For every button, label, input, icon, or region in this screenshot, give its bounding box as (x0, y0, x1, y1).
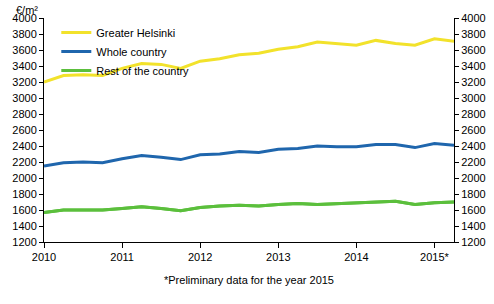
svg-text:1200: 1200 (12, 236, 36, 248)
svg-text:2600: 2600 (12, 124, 36, 136)
svg-text:3600: 3600 (12, 44, 36, 56)
svg-text:2010: 2010 (32, 251, 56, 263)
svg-text:1200: 1200 (461, 236, 485, 248)
svg-text:2011: 2011 (110, 251, 134, 263)
svg-text:1400: 1400 (12, 220, 36, 232)
svg-text:3200: 3200 (461, 76, 485, 88)
svg-text:2014: 2014 (344, 251, 368, 263)
svg-text:3800: 3800 (461, 28, 485, 40)
svg-text:*Preliminary data for the year: *Preliminary data for the year 2015 (164, 274, 334, 286)
svg-text:2200: 2200 (12, 156, 36, 168)
svg-text:3800: 3800 (12, 28, 36, 40)
svg-text:3000: 3000 (461, 92, 485, 104)
svg-text:4000: 4000 (12, 12, 36, 24)
svg-text:1400: 1400 (461, 220, 485, 232)
svg-text:2200: 2200 (461, 156, 485, 168)
svg-text:Rest of the country: Rest of the country (96, 65, 189, 77)
svg-text:2000: 2000 (461, 172, 485, 184)
svg-text:2013: 2013 (266, 251, 290, 263)
svg-text:3400: 3400 (461, 60, 485, 72)
svg-text:1600: 1600 (12, 204, 36, 216)
svg-text:2800: 2800 (461, 108, 485, 120)
svg-text:1800: 1800 (12, 188, 36, 200)
svg-text:2015*: 2015* (420, 251, 449, 263)
svg-text:3200: 3200 (12, 76, 36, 88)
svg-text:4000: 4000 (461, 12, 485, 24)
svg-text:3000: 3000 (12, 92, 36, 104)
svg-text:1800: 1800 (461, 188, 485, 200)
svg-text:3400: 3400 (12, 60, 36, 72)
svg-text:2012: 2012 (188, 251, 212, 263)
svg-text:2400: 2400 (12, 140, 36, 152)
svg-text:€/m²: €/m² (16, 4, 38, 16)
svg-text:Greater Helsinki: Greater Helsinki (96, 27, 175, 39)
svg-text:2000: 2000 (12, 172, 36, 184)
svg-text:Whole country: Whole country (96, 46, 167, 58)
svg-text:2800: 2800 (12, 108, 36, 120)
svg-text:2600: 2600 (461, 124, 485, 136)
svg-text:3600: 3600 (461, 44, 485, 56)
svg-text:1600: 1600 (461, 204, 485, 216)
svg-text:2400: 2400 (461, 140, 485, 152)
